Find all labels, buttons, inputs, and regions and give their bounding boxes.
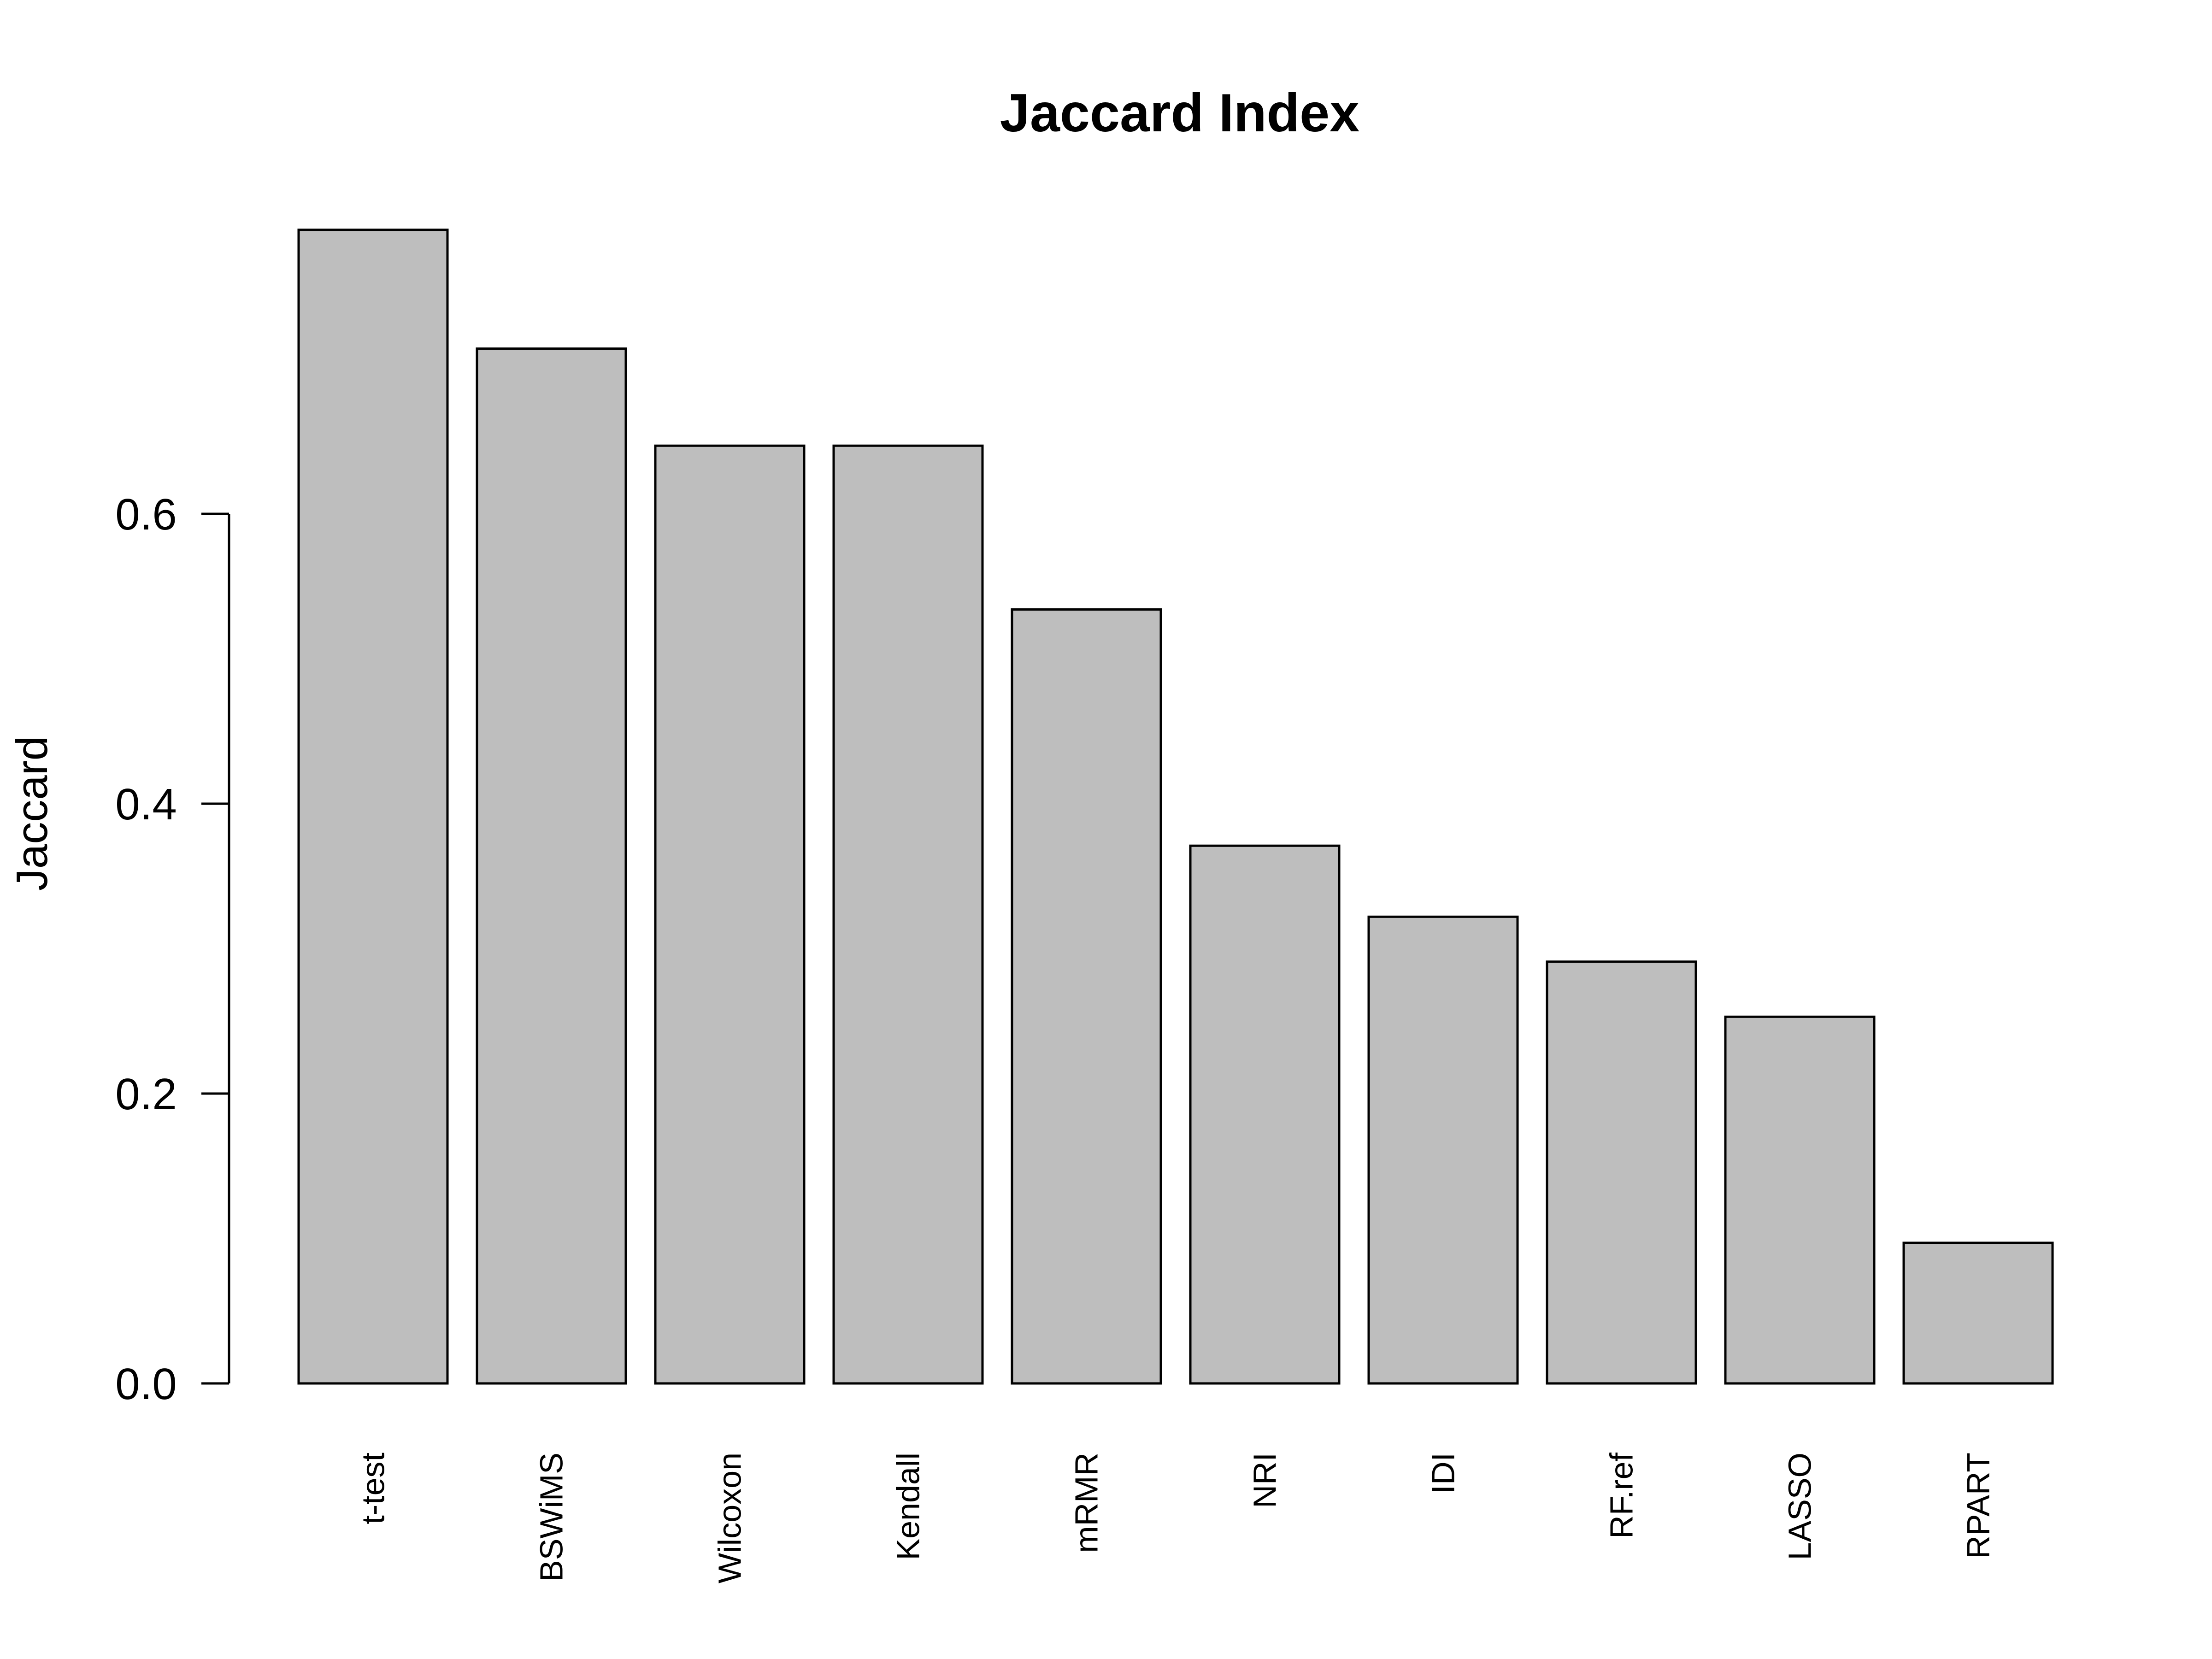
x-tick-label: Wilcoxon	[712, 1453, 748, 1583]
x-axis-labels: t-test BSWiMS Wilcoxon Kendall mRMR NRI IDI RF.…	[355, 1452, 1996, 1583]
bar	[1367, 915, 1519, 1385]
x-tick-label: BSWiMS	[534, 1453, 570, 1582]
bars	[297, 229, 2054, 1385]
bar	[476, 347, 627, 1385]
bar	[1011, 608, 1162, 1385]
y-tick-label: 0.4	[115, 780, 176, 829]
chart-title: Jaccard Index	[1000, 82, 1359, 143]
bar	[832, 444, 984, 1385]
bar	[297, 229, 449, 1385]
y-axis-label: Jaccard	[7, 736, 57, 891]
x-tick-label: t-test	[355, 1453, 391, 1524]
x-tick-label: NRI	[1247, 1453, 1283, 1508]
bar	[1189, 844, 1341, 1385]
y-tick-label: 0.2	[115, 1070, 176, 1119]
x-tick-label: Kendall	[890, 1453, 926, 1560]
x-tick-label: RF.ref	[1604, 1452, 1640, 1538]
bar	[1724, 1015, 1876, 1385]
bar	[1546, 960, 1697, 1385]
x-tick-label: IDI	[1425, 1453, 1461, 1494]
y-tick-label: 0.6	[115, 490, 176, 539]
bar	[1902, 1241, 2054, 1385]
y-tick-label: 0.0	[115, 1359, 176, 1409]
x-tick-label: LASSO	[1782, 1453, 1818, 1560]
bar	[654, 444, 806, 1385]
x-tick-label: mRMR	[1069, 1453, 1105, 1553]
y-axis: 0.0 0.2 0.4 0.6	[115, 490, 230, 1409]
x-tick-label: RPART	[1960, 1453, 1996, 1559]
